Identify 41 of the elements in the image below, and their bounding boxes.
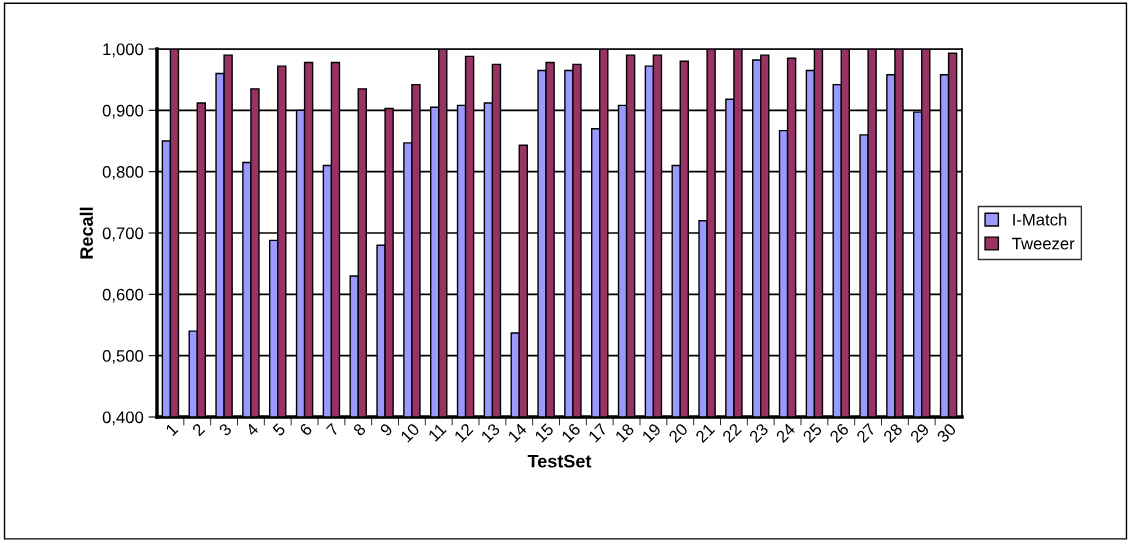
x-tick-label: 27 — [855, 422, 877, 443]
y-tick-label: 0,800 — [102, 166, 144, 180]
x-axis-title: TestSet — [527, 454, 592, 468]
x-tick-label: 4 — [245, 422, 260, 437]
y-tick-label: 0,700 — [102, 227, 144, 242]
y-axis-title: Recall — [79, 207, 93, 259]
x-tick-label: 17 — [587, 422, 608, 443]
x-tick-label: 9 — [379, 422, 394, 437]
x-tick-label: 1 — [165, 422, 179, 437]
legend-label: I-Match — [1013, 213, 1067, 226]
x-tick-label: 7 — [325, 422, 340, 437]
x-tick-label: 8 — [352, 422, 367, 437]
x-tick-label: 3 — [218, 422, 233, 437]
x-tick-label: 22 — [721, 422, 742, 443]
y-tick-label: 0,500 — [102, 350, 144, 364]
x-tick-label: 28 — [882, 422, 904, 444]
x-tick-label: 12 — [453, 422, 474, 443]
x-tick-label: 29 — [909, 422, 930, 444]
x-tick-label: 30 — [936, 422, 957, 444]
x-tick-label: 16 — [561, 422, 582, 443]
x-tick-label: 10 — [400, 422, 421, 443]
y-tick-label: 0,400 — [102, 411, 144, 426]
x-tick-label: 21 — [694, 422, 716, 443]
x-tick-label: 25 — [802, 422, 823, 444]
x-tick-label: 24 — [775, 422, 796, 443]
x-tick-label: 26 — [829, 422, 850, 444]
x-tick-label: 6 — [298, 422, 313, 437]
x-tick-label: 13 — [480, 422, 501, 443]
y-tick-label: 0,900 — [102, 104, 144, 119]
y-tick-label: 1,000 — [103, 43, 144, 58]
x-tick-label: 18 — [614, 422, 635, 443]
x-tick-label: 20 — [668, 422, 689, 444]
y-tick-label: 0,600 — [102, 288, 144, 303]
legend-label: Tweezer — [1012, 237, 1075, 250]
x-tick-label: 19 — [641, 422, 662, 443]
x-tick-label: 11 — [427, 422, 447, 442]
x-tick-label: 23 — [748, 422, 769, 444]
x-tick-label: 2 — [191, 422, 206, 437]
x-tick-label: 14 — [507, 422, 528, 443]
x-tick-label: 15 — [534, 422, 555, 443]
x-tick-label: 5 — [272, 422, 286, 437]
